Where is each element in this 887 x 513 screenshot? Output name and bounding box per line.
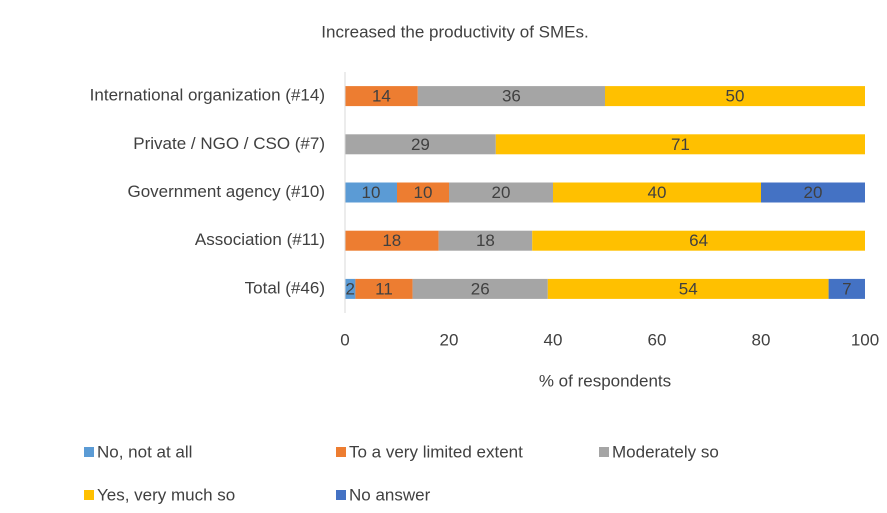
data-label: 20 [804,183,823,202]
data-label: 40 [648,183,667,202]
x-tick-label: 40 [544,330,563,349]
legend-label: No answer [349,485,431,504]
bar-segment [449,182,553,203]
data-label: 10 [362,183,381,202]
y-tick-label: Total (#46) [245,278,325,297]
bar-segment [345,230,439,251]
y-tick-label: Private / NGO / CSO (#7) [133,134,325,153]
data-label: 64 [689,231,708,250]
data-label: 18 [382,231,401,250]
data-label: 10 [414,183,433,202]
x-tick-label: 100 [851,330,879,349]
legend-label: Moderately so [612,442,719,461]
legend-swatch [84,447,94,457]
x-tick-label: 80 [752,330,771,349]
data-label: 14 [372,87,391,106]
bar-segment [355,278,413,299]
bar-segment [605,86,865,107]
bar-segment [345,134,496,155]
data-label: 11 [375,279,393,298]
legend-swatch [336,447,346,457]
data-label: 7 [842,279,851,298]
bar-segment [438,230,533,251]
y-tick-label: International organization (#14) [90,86,325,105]
y-tick-label: Association (#11) [195,230,325,249]
x-tick-label: 0 [340,330,349,349]
bar-segment [417,86,605,107]
data-label: 2 [345,279,354,298]
y-tick-label: Government agency (#10) [128,182,326,201]
legend-swatch [336,490,346,500]
legend-label: Yes, very much so [97,485,235,504]
legend-label: To a very limited extent [349,442,523,461]
bar-segment [397,182,449,203]
legend-label: No, not at all [97,442,192,461]
bar-segment [761,182,865,203]
data-label: 29 [411,135,430,154]
bar-segment [828,278,865,299]
legend-swatch [599,447,609,457]
bar-segment [412,278,548,299]
bar-segment [345,182,397,203]
bar-segment [345,278,356,299]
data-label: 54 [679,279,698,298]
data-label: 36 [502,87,521,106]
data-label: 71 [671,135,690,154]
bar-segment [553,182,761,203]
x-axis-label: % of respondents [539,371,671,390]
data-label: 20 [492,183,511,202]
bar-segment [495,134,865,155]
data-label: 50 [726,87,745,106]
x-tick-label: 60 [648,330,667,349]
bar-segment [345,86,418,107]
x-tick-label: 20 [440,330,459,349]
chart-title: Increased the productivity of SMEs. [321,22,588,41]
data-label: 18 [476,231,495,250]
bar-segment [532,230,865,251]
data-label: 26 [471,279,490,298]
bar-segment [547,278,829,299]
legend-swatch [84,490,94,500]
